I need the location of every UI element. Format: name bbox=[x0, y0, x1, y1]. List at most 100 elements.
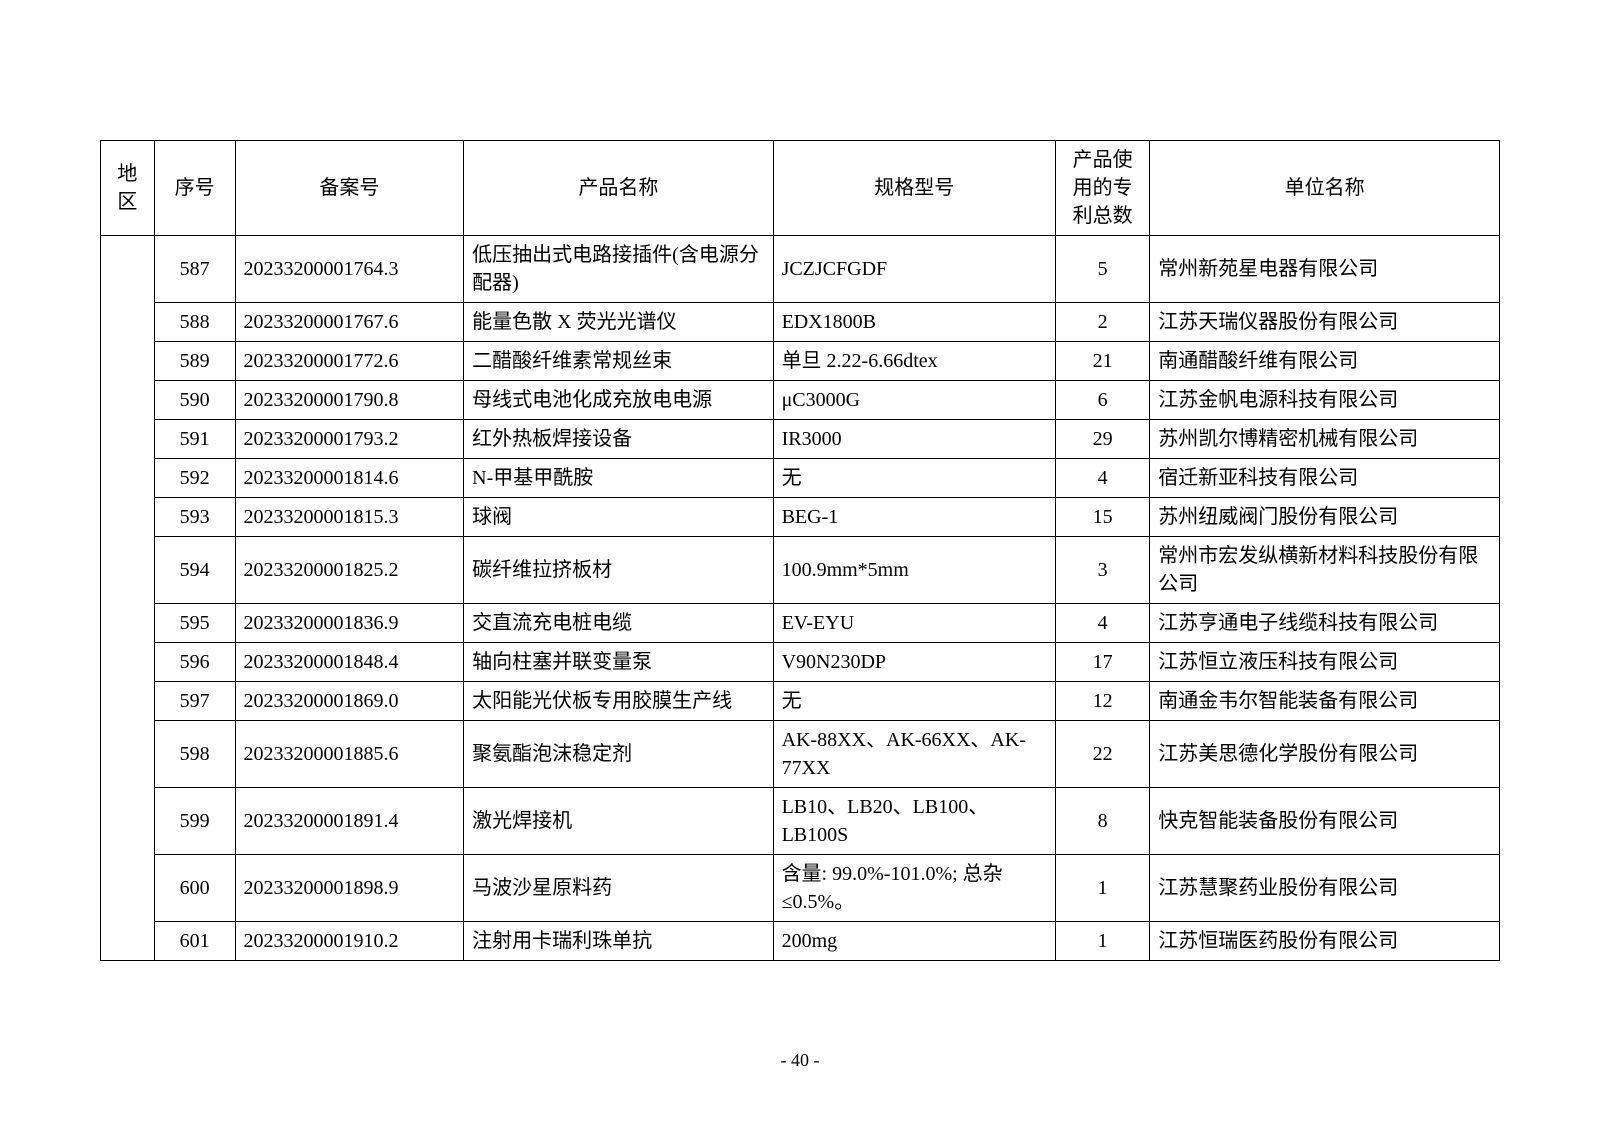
cell-patent: 2 bbox=[1056, 303, 1150, 342]
cell-fileno: 20233200001815.3 bbox=[235, 498, 464, 537]
cell-product: 母线式电池化成充放电电源 bbox=[464, 381, 773, 420]
cell-fileno: 20233200001814.6 bbox=[235, 459, 464, 498]
header-product: 产品名称 bbox=[464, 141, 773, 236]
cell-patent: 21 bbox=[1056, 342, 1150, 381]
table-row: 588 20233200001767.6 能量色散 X 荧光光谱仪 EDX180… bbox=[101, 303, 1500, 342]
cell-fileno: 20233200001885.6 bbox=[235, 721, 464, 788]
cell-patent: 1 bbox=[1056, 855, 1150, 922]
cell-patent: 6 bbox=[1056, 381, 1150, 420]
cell-seq: 600 bbox=[154, 855, 235, 922]
cell-seq: 593 bbox=[154, 498, 235, 537]
cell-spec: LB10、LB20、LB100、LB100S bbox=[773, 788, 1055, 855]
cell-fileno: 20233200001898.9 bbox=[235, 855, 464, 922]
cell-spec: BEG-1 bbox=[773, 498, 1055, 537]
header-spec: 规格型号 bbox=[773, 141, 1055, 236]
cell-patent: 8 bbox=[1056, 788, 1150, 855]
cell-product: 碳纤维拉挤板材 bbox=[464, 537, 773, 604]
cell-spec: 100.9mm*5mm bbox=[773, 537, 1055, 604]
cell-company: 常州新苑星电器有限公司 bbox=[1150, 236, 1500, 303]
cell-company: 苏州纽威阀门股份有限公司 bbox=[1150, 498, 1500, 537]
cell-patent: 1 bbox=[1056, 922, 1150, 961]
cell-product: 轴向柱塞并联变量泵 bbox=[464, 643, 773, 682]
cell-patent: 12 bbox=[1056, 682, 1150, 721]
header-region: 地区 bbox=[101, 141, 155, 236]
cell-product: 球阀 bbox=[464, 498, 773, 537]
cell-spec: 200mg bbox=[773, 922, 1055, 961]
cell-region bbox=[101, 236, 155, 961]
cell-company: 南通金韦尔智能装备有限公司 bbox=[1150, 682, 1500, 721]
table-row: 589 20233200001772.6 二醋酸纤维素常规丝束 单旦 2.22-… bbox=[101, 342, 1500, 381]
cell-fileno: 20233200001764.3 bbox=[235, 236, 464, 303]
cell-spec: JCZJCFGDF bbox=[773, 236, 1055, 303]
cell-company: 江苏亨通电子线缆科技有限公司 bbox=[1150, 604, 1500, 643]
cell-spec: AK-88XX、AK-66XX、AK-77XX bbox=[773, 721, 1055, 788]
cell-product: 太阳能光伏板专用胶膜生产线 bbox=[464, 682, 773, 721]
cell-fileno: 20233200001869.0 bbox=[235, 682, 464, 721]
header-patent: 产品使用的专利总数 bbox=[1056, 141, 1150, 236]
table-row: 592 20233200001814.6 N-甲基甲酰胺 无 4 宿迁新亚科技有… bbox=[101, 459, 1500, 498]
cell-patent: 4 bbox=[1056, 459, 1150, 498]
cell-company: 江苏慧聚药业股份有限公司 bbox=[1150, 855, 1500, 922]
cell-patent: 4 bbox=[1056, 604, 1150, 643]
table-row: 593 20233200001815.3 球阀 BEG-1 15 苏州纽威阀门股… bbox=[101, 498, 1500, 537]
cell-company: 南通醋酸纤维有限公司 bbox=[1150, 342, 1500, 381]
cell-seq: 588 bbox=[154, 303, 235, 342]
header-company: 单位名称 bbox=[1150, 141, 1500, 236]
table-row: 601 20233200001910.2 注射用卡瑞利珠单抗 200mg 1 江… bbox=[101, 922, 1500, 961]
cell-fileno: 20233200001848.4 bbox=[235, 643, 464, 682]
cell-product: 马波沙星原料药 bbox=[464, 855, 773, 922]
cell-fileno: 20233200001772.6 bbox=[235, 342, 464, 381]
cell-product: 交直流充电桩电缆 bbox=[464, 604, 773, 643]
cell-spec: V90N230DP bbox=[773, 643, 1055, 682]
cell-product: 低压抽出式电路接插件(含电源分配器) bbox=[464, 236, 773, 303]
cell-seq: 598 bbox=[154, 721, 235, 788]
cell-company: 常州市宏发纵横新材料科技股份有限公司 bbox=[1150, 537, 1500, 604]
cell-company: 宿迁新亚科技有限公司 bbox=[1150, 459, 1500, 498]
table-row: 591 20233200001793.2 红外热板焊接设备 IR3000 29 … bbox=[101, 420, 1500, 459]
cell-company: 江苏美思德化学股份有限公司 bbox=[1150, 721, 1500, 788]
header-seq: 序号 bbox=[154, 141, 235, 236]
cell-company: 快克智能装备股份有限公司 bbox=[1150, 788, 1500, 855]
cell-seq: 594 bbox=[154, 537, 235, 604]
cell-spec: EV-EYU bbox=[773, 604, 1055, 643]
cell-spec: 无 bbox=[773, 682, 1055, 721]
cell-company: 江苏金帆电源科技有限公司 bbox=[1150, 381, 1500, 420]
cell-patent: 15 bbox=[1056, 498, 1150, 537]
table-row: 597 20233200001869.0 太阳能光伏板专用胶膜生产线 无 12 … bbox=[101, 682, 1500, 721]
table-row: 587 20233200001764.3 低压抽出式电路接插件(含电源分配器) … bbox=[101, 236, 1500, 303]
cell-fileno: 20233200001793.2 bbox=[235, 420, 464, 459]
cell-fileno: 20233200001891.4 bbox=[235, 788, 464, 855]
cell-seq: 591 bbox=[154, 420, 235, 459]
table-row: 596 20233200001848.4 轴向柱塞并联变量泵 V90N230DP… bbox=[101, 643, 1500, 682]
cell-spec: 含量: 99.0%-101.0%; 总杂≤0.5%。 bbox=[773, 855, 1055, 922]
table-row: 600 20233200001898.9 马波沙星原料药 含量: 99.0%-1… bbox=[101, 855, 1500, 922]
cell-seq: 587 bbox=[154, 236, 235, 303]
cell-fileno: 20233200001790.8 bbox=[235, 381, 464, 420]
cell-patent: 5 bbox=[1056, 236, 1150, 303]
cell-company: 苏州凯尔博精密机械有限公司 bbox=[1150, 420, 1500, 459]
page-number: - 40 - bbox=[781, 1050, 820, 1071]
cell-seq: 596 bbox=[154, 643, 235, 682]
table-row: 599 20233200001891.4 激光焊接机 LB10、LB20、LB1… bbox=[101, 788, 1500, 855]
cell-spec: μC3000G bbox=[773, 381, 1055, 420]
cell-seq: 590 bbox=[154, 381, 235, 420]
cell-company: 江苏天瑞仪器股份有限公司 bbox=[1150, 303, 1500, 342]
cell-patent: 17 bbox=[1056, 643, 1150, 682]
cell-product: 注射用卡瑞利珠单抗 bbox=[464, 922, 773, 961]
table-row: 595 20233200001836.9 交直流充电桩电缆 EV-EYU 4 江… bbox=[101, 604, 1500, 643]
cell-seq: 595 bbox=[154, 604, 235, 643]
cell-seq: 599 bbox=[154, 788, 235, 855]
cell-company: 江苏恒瑞医药股份有限公司 bbox=[1150, 922, 1500, 961]
cell-seq: 597 bbox=[154, 682, 235, 721]
table-body: 587 20233200001764.3 低压抽出式电路接插件(含电源分配器) … bbox=[101, 236, 1500, 961]
cell-product: 红外热板焊接设备 bbox=[464, 420, 773, 459]
cell-fileno: 20233200001767.6 bbox=[235, 303, 464, 342]
cell-product: N-甲基甲酰胺 bbox=[464, 459, 773, 498]
cell-spec: 无 bbox=[773, 459, 1055, 498]
header-fileno: 备案号 bbox=[235, 141, 464, 236]
cell-patent: 22 bbox=[1056, 721, 1150, 788]
table-row: 594 20233200001825.2 碳纤维拉挤板材 100.9mm*5mm… bbox=[101, 537, 1500, 604]
cell-seq: 589 bbox=[154, 342, 235, 381]
cell-patent: 3 bbox=[1056, 537, 1150, 604]
cell-fileno: 20233200001825.2 bbox=[235, 537, 464, 604]
